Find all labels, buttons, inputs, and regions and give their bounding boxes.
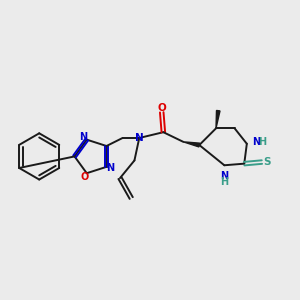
Text: N: N <box>106 164 114 173</box>
Polygon shape <box>183 142 200 147</box>
Text: S: S <box>263 157 271 167</box>
Text: N: N <box>220 171 228 181</box>
Polygon shape <box>216 110 220 128</box>
Text: H: H <box>258 137 266 147</box>
Text: O: O <box>81 172 89 182</box>
Text: O: O <box>158 103 166 113</box>
Text: H: H <box>220 176 228 187</box>
Text: N: N <box>252 137 260 147</box>
Text: N: N <box>79 132 87 142</box>
Text: N: N <box>135 133 144 143</box>
